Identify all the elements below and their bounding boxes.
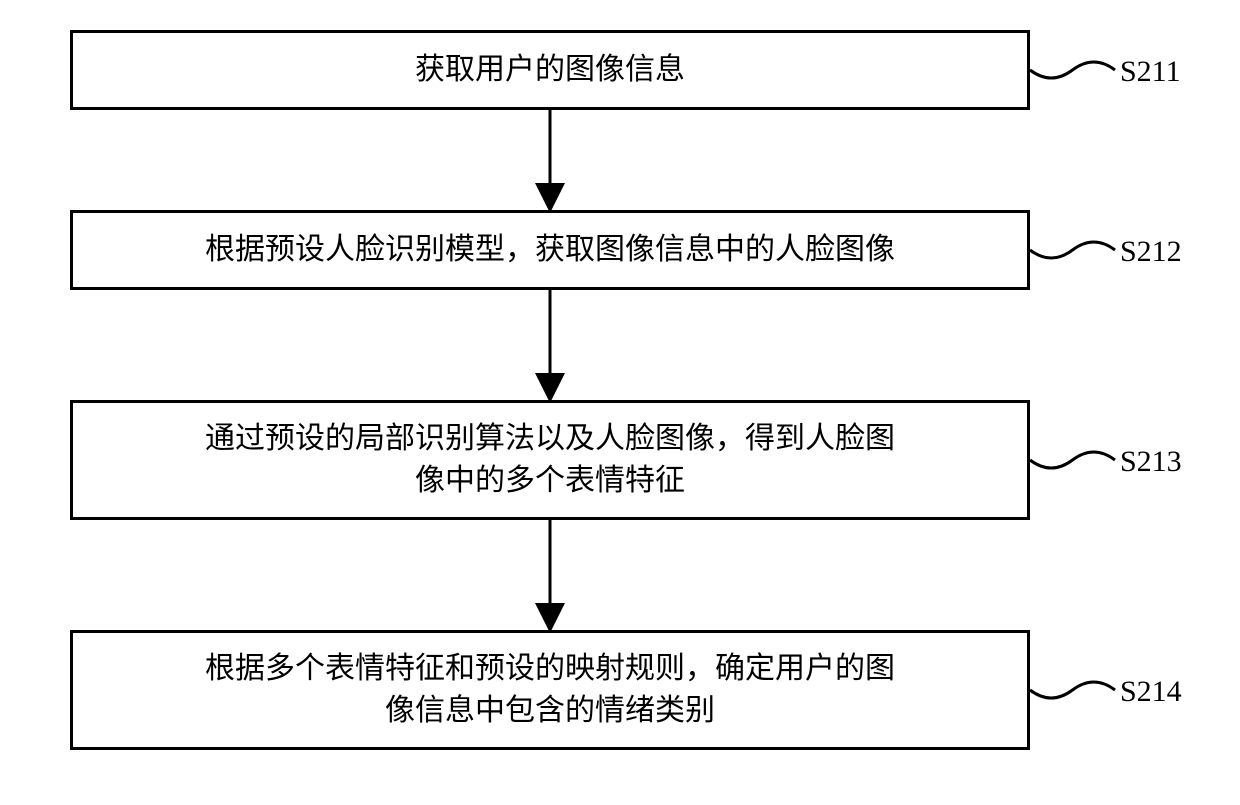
- flow-step-s213: 通过预设的局部识别算法以及人脸图像，得到人脸图像中的多个表情特征: [70, 400, 1030, 520]
- step-label-s211: S211: [1120, 55, 1181, 89]
- flow-step-s212: 根据预设人脸识别模型，获取图像信息中的人脸图像: [70, 210, 1030, 290]
- wave-s213: [1030, 452, 1115, 468]
- flow-step-s214: 根据多个表情特征和预设的映射规则，确定用户的图像信息中包含的情绪类别: [70, 630, 1030, 750]
- flow-step-text: 根据多个表情特征和预设的映射规则，确定用户的图像信息中包含的情绪类别: [205, 648, 895, 732]
- wave-s212: [1030, 242, 1115, 258]
- step-label-s212: S212: [1120, 235, 1182, 269]
- flow-step-text: 通过预设的局部识别算法以及人脸图像，得到人脸图像中的多个表情特征: [205, 418, 895, 502]
- wave-s214: [1030, 682, 1115, 698]
- step-label-s213: S213: [1120, 445, 1182, 479]
- flow-step-text: 根据预设人脸识别模型，获取图像信息中的人脸图像: [205, 229, 895, 271]
- flowchart-canvas: 获取用户的图像信息 根据预设人脸识别模型，获取图像信息中的人脸图像 通过预设的局…: [0, 0, 1240, 805]
- step-label-s214: S214: [1120, 675, 1182, 709]
- flow-step-s211: 获取用户的图像信息: [70, 30, 1030, 110]
- flow-step-text: 获取用户的图像信息: [415, 49, 685, 91]
- waves-group: [1030, 62, 1115, 698]
- wave-s211: [1030, 62, 1115, 78]
